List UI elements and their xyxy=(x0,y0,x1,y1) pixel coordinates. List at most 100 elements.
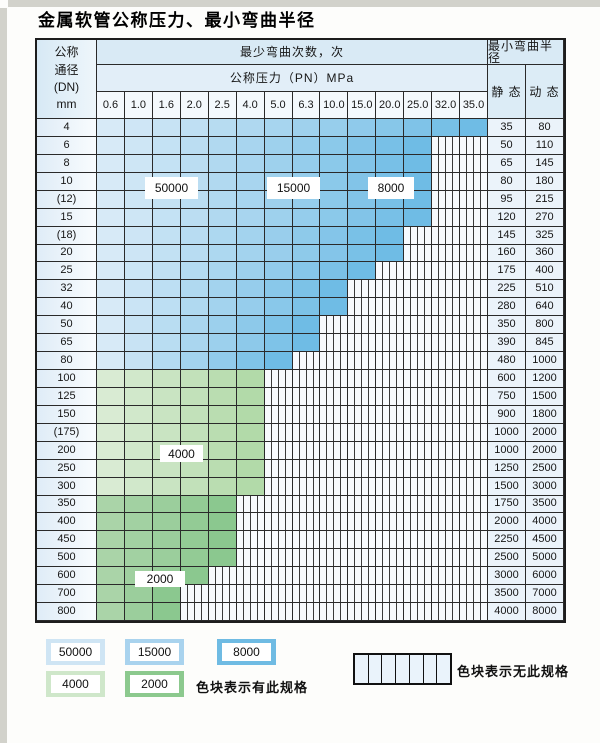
no-spec-cell xyxy=(460,477,488,496)
no-spec-cell xyxy=(292,387,321,406)
spec-cell xyxy=(180,244,209,263)
spec-cell xyxy=(97,495,125,514)
no-spec-cell xyxy=(376,405,405,424)
no-spec-cell xyxy=(460,513,488,532)
dn-cell: 6 xyxy=(37,136,97,155)
no-spec-cell xyxy=(320,352,349,370)
spec-cell xyxy=(97,585,125,604)
spec-cell xyxy=(320,298,349,317)
spec-cell xyxy=(152,423,181,442)
no-spec-cell xyxy=(208,567,237,586)
dynamic-radius-value: 215 xyxy=(526,190,564,209)
no-spec-cell xyxy=(292,567,321,586)
no-spec-cell xyxy=(348,513,377,532)
spec-cell xyxy=(180,226,209,245)
static-radius-value: 390 xyxy=(488,334,526,353)
spec-cell xyxy=(236,119,265,137)
spec-cell xyxy=(152,244,181,263)
no-spec-cell xyxy=(460,585,488,604)
radius-header: 最小弯曲半径 xyxy=(488,40,564,65)
spec-cell xyxy=(236,154,265,173)
no-spec-cell xyxy=(376,370,405,388)
spec-cell xyxy=(97,531,125,550)
has-spec-legend-text: 色块表示有此规格 xyxy=(196,680,309,695)
spec-cell xyxy=(208,387,237,406)
spec-cell xyxy=(348,208,377,227)
no-spec-cell xyxy=(180,603,209,621)
spec-cell xyxy=(152,585,181,604)
spec-cell xyxy=(97,405,125,424)
no-spec-cell xyxy=(460,370,488,388)
no-spec-cell xyxy=(320,567,349,586)
no-spec-cell xyxy=(348,585,377,604)
no-spec-cell xyxy=(376,477,405,496)
spec-cell xyxy=(97,208,125,227)
dn-cell: 800 xyxy=(37,603,97,621)
spec-cell xyxy=(124,280,153,299)
no-spec-pattern-cell xyxy=(437,655,450,683)
spec-cell xyxy=(264,244,293,263)
dn-cell: 25 xyxy=(37,262,97,281)
spec-cell xyxy=(376,154,405,173)
dn-cell: 250 xyxy=(37,459,97,478)
spec-cell xyxy=(292,244,321,263)
spec-cell xyxy=(348,226,377,245)
spec-cell xyxy=(236,172,265,191)
spec-cell xyxy=(404,154,433,173)
no-spec-cell xyxy=(264,585,293,604)
dynamic-radius-value: 3000 xyxy=(526,477,564,496)
spec-cell xyxy=(124,370,153,388)
dynamic-radius-value: 110 xyxy=(526,136,564,155)
no-spec-cell xyxy=(264,513,293,532)
spec-cell xyxy=(208,316,237,335)
spec-cell xyxy=(124,603,153,621)
static-radius-value: 1000 xyxy=(488,423,526,442)
no-spec-cell xyxy=(404,352,433,370)
no-spec-cell xyxy=(320,370,349,388)
legend-swatch-50000: 50000 xyxy=(46,639,105,665)
no-spec-cell xyxy=(432,513,461,532)
spec-cell xyxy=(124,513,153,532)
static-radius-value: 160 xyxy=(488,244,526,263)
no-spec-cell xyxy=(376,459,405,478)
no-spec-cell xyxy=(404,495,433,514)
spec-cell xyxy=(236,262,265,281)
spec-cell xyxy=(152,495,181,514)
dynamic-radius-value: 180 xyxy=(526,172,564,191)
pressure-col-header: 25.0 xyxy=(404,92,433,119)
spec-cell xyxy=(208,549,237,568)
no-spec-cell xyxy=(292,531,321,550)
scan-edge-left xyxy=(0,8,7,743)
dn-cell: 40 xyxy=(37,298,97,317)
no-spec-cell xyxy=(432,190,461,209)
spec-cell xyxy=(97,190,125,209)
dynamic-radius-value: 4000 xyxy=(526,513,564,532)
dynamic-radius-value: 510 xyxy=(526,280,564,299)
no-spec-cell xyxy=(264,567,293,586)
dn-column-header: 公称 通径 (DN) mm xyxy=(37,40,97,119)
spec-cell xyxy=(152,208,181,227)
no-spec-cell xyxy=(404,603,433,621)
dynamic-radius-value: 8000 xyxy=(526,603,564,621)
no-spec-cell xyxy=(404,585,433,604)
no-spec-cell xyxy=(292,603,321,621)
static-radius-value: 280 xyxy=(488,298,526,317)
dynamic-radius-value: 3500 xyxy=(526,495,564,514)
spec-cell xyxy=(264,352,293,370)
spec-cell xyxy=(236,280,265,299)
spec-cell xyxy=(124,136,153,155)
spec-cell xyxy=(320,172,349,191)
no-spec-cell xyxy=(404,262,433,281)
dn-cell: (12) xyxy=(37,190,97,209)
spec-cell xyxy=(124,154,153,173)
dynamic-radius-value: 7000 xyxy=(526,585,564,604)
no-spec-cell xyxy=(264,370,293,388)
no-spec-cell xyxy=(460,334,488,353)
legend-swatch-15000: 15000 xyxy=(125,639,184,665)
spec-cell xyxy=(208,172,237,191)
spec-cell xyxy=(208,423,237,442)
no-spec-cell xyxy=(460,244,488,263)
no-spec-cell xyxy=(404,244,433,263)
no-spec-cell xyxy=(460,226,488,245)
